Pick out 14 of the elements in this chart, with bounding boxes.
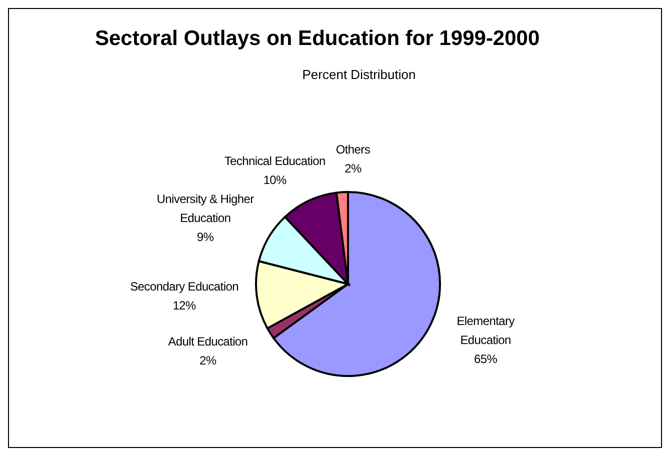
data-label: 2% <box>344 162 362 176</box>
slice-label: Secondary Education <box>130 279 238 294</box>
data-label: 65% <box>474 352 498 366</box>
chart-subtitle: Percent Distribution <box>301 67 417 82</box>
data-label: 2% <box>200 353 217 368</box>
chart-title: Sectoral Outlays on Education for 1999-2000 <box>95 27 540 51</box>
slice-label: Technical Education <box>224 154 326 168</box>
data-label: 12% <box>172 298 196 312</box>
slice-label: Elementary Education <box>456 314 515 347</box>
data-label: 10% <box>263 172 288 187</box>
slice-label: University & Higher Education <box>156 192 254 225</box>
slice-label: Adult Education <box>168 334 248 348</box>
data-label: 9% <box>196 230 214 244</box>
slice-label: Others <box>336 142 370 157</box>
